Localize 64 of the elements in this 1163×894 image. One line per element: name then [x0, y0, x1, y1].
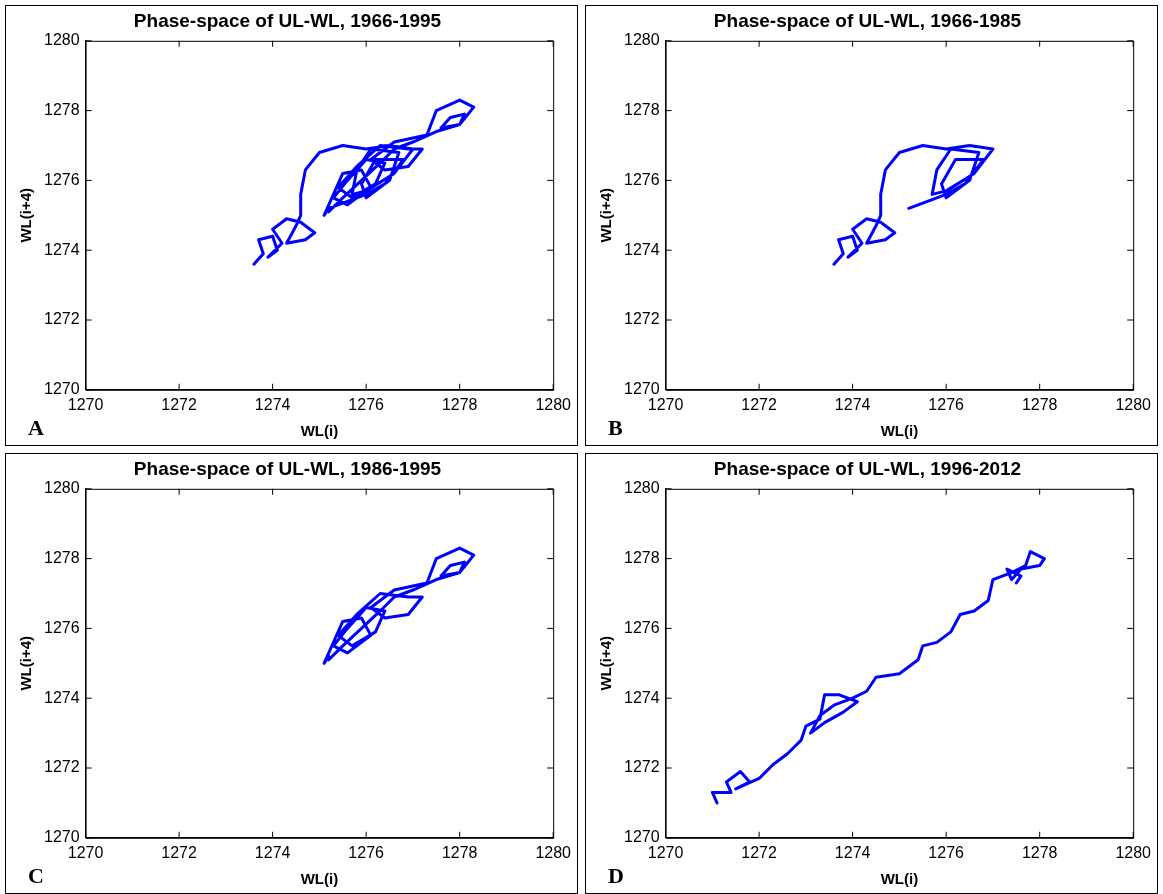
y-tick-label: 1274: [624, 688, 660, 706]
text: C: [28, 863, 44, 889]
y-tick-label: 1276: [624, 618, 660, 636]
y-tick-label: 1274: [44, 688, 80, 706]
y-tick-label: 1278: [624, 101, 660, 119]
x-tick-label: 1276: [928, 395, 965, 413]
x-tick-label: 1274: [254, 395, 291, 413]
y-axis-title: WL(i+4): [17, 636, 35, 691]
x-tick-label: 1274: [834, 395, 871, 413]
x-tick-label: 1276: [348, 843, 385, 861]
y-tick-label: 1272: [624, 758, 660, 776]
x-tick-label: 1270: [647, 395, 684, 413]
y-tick-label: 1270: [624, 380, 660, 398]
text: D: [608, 863, 624, 889]
x-axis-title: WL(i): [880, 422, 919, 440]
chart-title: Phase-space of UL-WL, 1966-1995: [133, 9, 442, 31]
y-axis-title: WL(i+4): [17, 188, 35, 243]
x-tick-label: 1270: [647, 843, 684, 861]
y-tick-label: 1270: [624, 828, 660, 846]
x-tick-label: 1280: [535, 395, 572, 413]
y-tick-label: 1278: [44, 549, 80, 567]
x-tick-label: 1272: [741, 395, 778, 413]
x-tick-label: 1270: [67, 395, 104, 413]
x-axis-title: WL(i): [880, 870, 919, 888]
chart-title: Phase-space of UL-WL, 1966-1985: [713, 9, 1022, 31]
x-tick-label: 1274: [254, 843, 291, 861]
x-tick-label: 1280: [535, 843, 572, 861]
y-tick-label: 1270: [44, 828, 80, 846]
x-tick-label: 1272: [741, 843, 778, 861]
x-axis-title: WL(i): [300, 422, 339, 440]
x-tick-label: 1280: [1115, 843, 1152, 861]
y-tick-label: 1280: [624, 31, 660, 49]
chart-title: Phase-space of UL-WL, 1996-2012: [713, 457, 1022, 479]
x-tick-label: 1278: [1021, 395, 1058, 413]
x-tick-label: 1274: [834, 843, 871, 861]
y-axis-title: WL(i+4): [597, 636, 615, 691]
x-axis-title: WL(i): [300, 870, 339, 888]
y-tick-label: 1278: [624, 549, 660, 567]
x-tick-label: 1278: [441, 395, 478, 413]
x-tick-label: 1278: [441, 843, 478, 861]
y-tick-label: 1280: [44, 479, 80, 497]
y-tick-label: 1272: [44, 310, 80, 328]
y-tick-label: 1276: [624, 170, 660, 188]
x-tick-label: 1278: [1021, 843, 1058, 861]
text: A: [28, 415, 44, 441]
x-tick-label: 1280: [1115, 395, 1152, 413]
y-tick-label: 1278: [44, 101, 80, 119]
y-tick-label: 1272: [624, 310, 660, 328]
text: B: [608, 415, 623, 441]
y-tick-label: 1276: [44, 618, 80, 636]
x-tick-label: 1270: [67, 843, 104, 861]
x-tick-label: 1276: [348, 395, 385, 413]
x-tick-label: 1272: [161, 395, 198, 413]
y-tick-label: 1274: [624, 240, 660, 258]
x-tick-label: 1276: [928, 843, 965, 861]
y-tick-label: 1270: [44, 380, 80, 398]
y-tick-label: 1272: [44, 758, 80, 776]
y-axis-title: WL(i+4): [597, 188, 615, 243]
y-tick-label: 1280: [44, 31, 80, 49]
chart-title: Phase-space of UL-WL, 1986-1995: [133, 457, 442, 479]
y-tick-label: 1274: [44, 240, 80, 258]
x-tick-label: 1272: [161, 843, 198, 861]
y-tick-label: 1276: [44, 170, 80, 188]
y-tick-label: 1280: [624, 479, 660, 497]
